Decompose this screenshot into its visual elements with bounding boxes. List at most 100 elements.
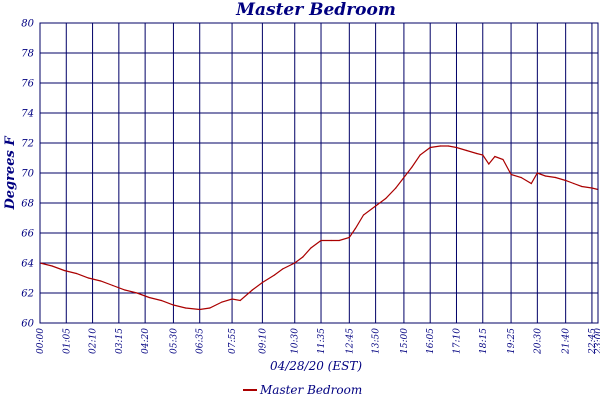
data-point (87, 277, 90, 279)
data-point (502, 158, 504, 161)
data-point (510, 173, 512, 176)
data-point (348, 236, 350, 239)
x-tick-label: 02:10 (89, 328, 99, 354)
x-tick-label: 03:15 (115, 328, 125, 354)
y-tick-label: 74 (21, 109, 34, 120)
x-tick-label: 13:50 (372, 328, 382, 354)
data-point (112, 284, 114, 287)
x-tick-label: 22:45 (588, 328, 598, 355)
y-tick-label: 66 (21, 229, 34, 240)
x-tick-label: 05:30 (169, 328, 179, 354)
data-point (310, 247, 312, 249)
data-point (172, 304, 175, 306)
x-tick-label: 07:55 (228, 328, 238, 354)
data-point (465, 149, 468, 152)
data-point (282, 268, 284, 270)
data-point (136, 292, 138, 294)
data-point (184, 307, 187, 309)
data-point (429, 146, 431, 149)
data-point (455, 146, 458, 149)
x-tick-label: 15:00 (400, 328, 410, 354)
data-point (320, 239, 322, 242)
series-layer (39, 145, 599, 311)
data-point (411, 166, 413, 168)
data-point (100, 280, 102, 282)
x-tick-label: 11:35 (317, 328, 327, 354)
x-tick-label: 10:30 (291, 328, 301, 354)
data-point (403, 176, 405, 179)
data-point (591, 187, 593, 189)
y-tick-label: 80 (21, 19, 34, 30)
legend-label: Master Bedroom (259, 383, 362, 397)
data-point (239, 299, 241, 302)
data-point (75, 272, 77, 275)
data-point (338, 239, 340, 242)
x-tick-label: 06:35 (196, 328, 206, 354)
data-point (330, 239, 332, 242)
x-tick-label: 01:05 (62, 328, 72, 354)
data-point (160, 299, 162, 302)
data-point (494, 155, 496, 158)
y-axis-title: Degrees F (3, 136, 18, 211)
data-point (536, 172, 538, 174)
data-point (354, 227, 356, 230)
data-point (148, 296, 150, 299)
y-tick-label: 68 (21, 199, 34, 210)
y-tick-label: 72 (21, 139, 34, 150)
data-point (302, 256, 304, 258)
x-tick-label: 23:00 (594, 328, 600, 355)
data-point (362, 214, 365, 216)
legend: Master Bedroom (243, 383, 362, 397)
y-tick-label: 78 (21, 49, 34, 60)
x-tick-label: 00:00 (36, 328, 46, 354)
data-point (231, 298, 233, 300)
data-point (273, 274, 276, 276)
y-tick-labels: 60 62 64 66 68 70 72 74 76 78 80 (21, 19, 34, 330)
x-tick-label: 19:25 (507, 328, 517, 354)
data-point (488, 163, 490, 165)
x-tick-label: 16:05 (426, 328, 436, 354)
data-point (476, 152, 478, 155)
data-point (294, 262, 296, 264)
data-point (482, 154, 484, 156)
x-tick-label: 21:40 (562, 328, 572, 355)
x-tick-label: 17:10 (452, 328, 462, 354)
y-tick-label: 64 (21, 259, 34, 270)
data-point (573, 182, 575, 185)
x-tick-labels: 00:00 01:05 02:10 03:15 04:20 05:30 06:35 07:55… (36, 328, 600, 355)
series-line (39, 145, 599, 311)
data-point (385, 197, 387, 200)
grid-layer (40, 23, 598, 323)
x-tick-label: 04:20 (141, 328, 151, 354)
chart-title: Master Bedroom (235, 0, 396, 20)
data-point (209, 307, 211, 309)
data-point (261, 281, 263, 284)
x-tick-label: 12:45 (345, 328, 355, 354)
y-tick-label: 60 (21, 319, 34, 330)
data-point (439, 145, 441, 147)
data-point (520, 176, 522, 179)
data-point (375, 205, 377, 207)
y-tick-label: 62 (21, 289, 34, 300)
data-point (124, 289, 126, 291)
data-point (581, 185, 583, 188)
y-tick-label: 70 (21, 169, 34, 180)
data-point (395, 187, 397, 189)
data-point (63, 269, 65, 272)
data-point (544, 175, 547, 177)
data-point (530, 182, 532, 185)
data-point (565, 179, 567, 182)
data-point (221, 301, 223, 303)
data-point (199, 308, 201, 311)
x-tick-label: 20:30 (533, 328, 543, 355)
data-point (419, 154, 421, 156)
data-point (554, 176, 557, 179)
x-tick-label: 09:10 (258, 328, 268, 354)
y-tick-label: 76 (21, 79, 34, 90)
x-axis-title: 04/28/20 (EST) (270, 359, 362, 373)
data-point (51, 265, 53, 267)
x-tick-label: 18:15 (479, 328, 489, 354)
plot-frame (39, 22, 599, 324)
